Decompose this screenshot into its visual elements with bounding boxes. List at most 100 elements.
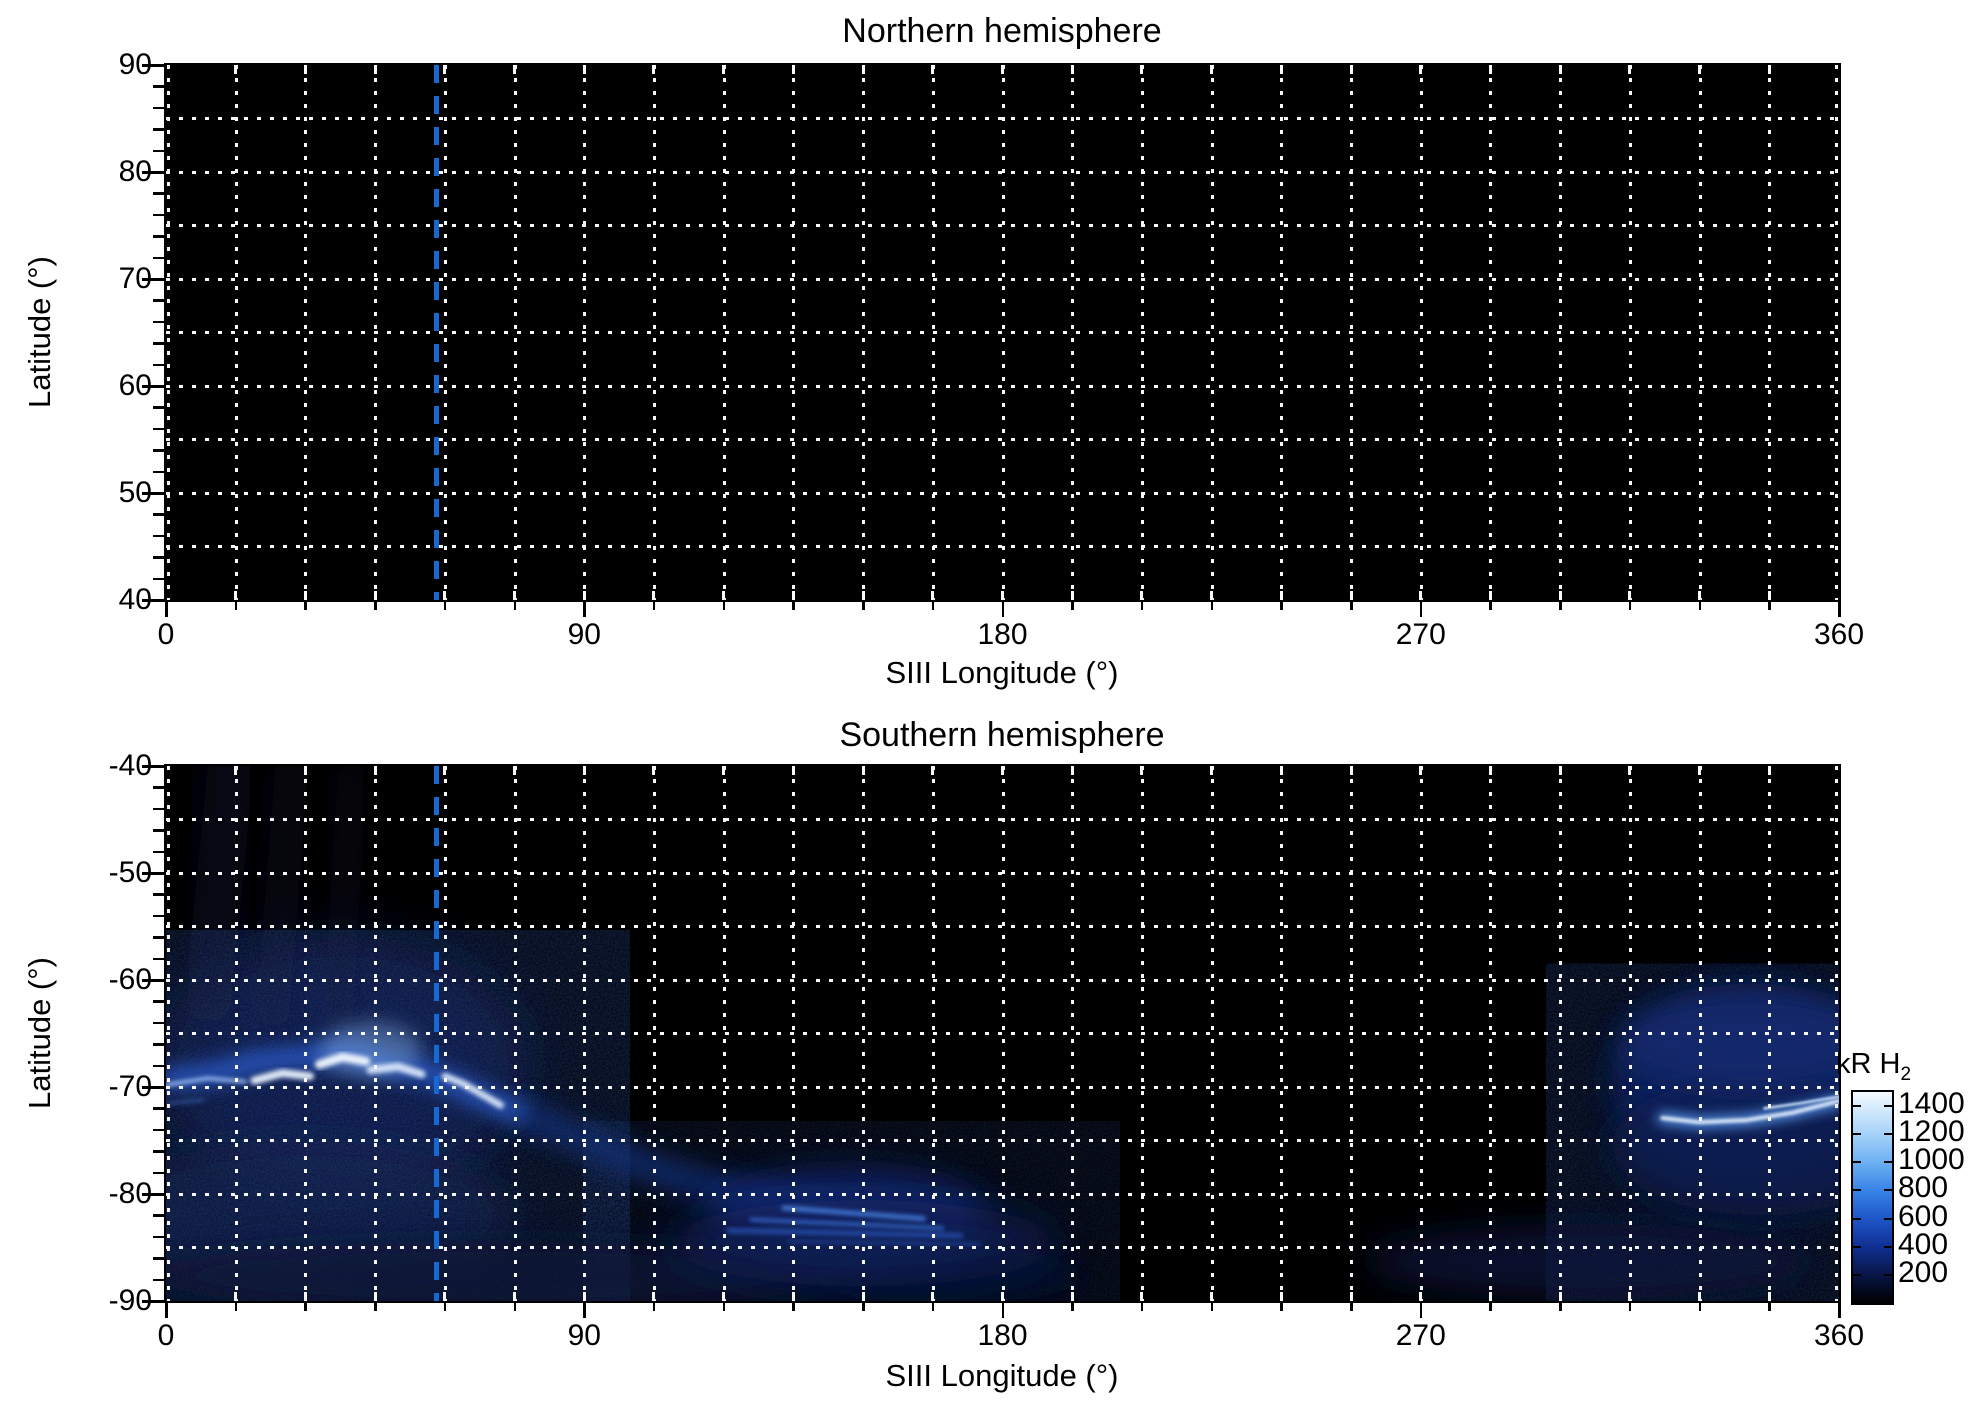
- axis-tick-x: [1001, 1303, 1004, 1318]
- colorbar-tick: [1884, 1161, 1892, 1164]
- inward-tick: [791, 1292, 795, 1301]
- axis-tick-x: [862, 1303, 865, 1311]
- inward-tick: [1279, 591, 1283, 600]
- colorbar-tick: [1853, 1273, 1861, 1276]
- axis-tick-y: [153, 893, 164, 896]
- y-tick-label: -90: [108, 1284, 152, 1317]
- inward-tick: [1140, 1292, 1144, 1301]
- inward-tick: [1698, 591, 1702, 600]
- colorbar-tick: [1884, 1133, 1892, 1136]
- inward-tick: [861, 65, 865, 74]
- y-tick-label: -40: [108, 749, 152, 782]
- inward-tick: [1698, 766, 1702, 775]
- south-panel-title: Southern hemisphere: [839, 716, 1165, 754]
- axis-tick-y: [153, 363, 164, 367]
- colorbar-tick-label: 400: [1898, 1227, 1949, 1261]
- axis-tick-y: [153, 1000, 164, 1003]
- colorbar-title-subscript: 2: [1900, 1063, 1912, 1085]
- inward-tick: [1001, 766, 1004, 775]
- axis-tick-x: [931, 1303, 935, 1311]
- aurora-feature-stroke: [1660, 1098, 1839, 1125]
- colorbar-tick-label: 1000: [1898, 1143, 1965, 1177]
- y-tick-label: -60: [108, 963, 152, 996]
- inward-tick: [1628, 766, 1632, 775]
- axis-tick-y: [142, 872, 164, 875]
- axis-tick-x: [1350, 1303, 1353, 1311]
- gridline-horizontal: [166, 1246, 1839, 1249]
- axis-tick-x: [652, 1303, 656, 1311]
- inward-tick: [1140, 766, 1144, 775]
- inward-tick: [1419, 65, 1423, 74]
- axis-tick-y: [153, 449, 164, 452]
- axis-tick-y: [142, 278, 164, 281]
- inward-tick: [443, 65, 447, 74]
- x-tick-label: 180: [977, 618, 1028, 651]
- inward-tick: [582, 766, 586, 775]
- colorbar-tick-label: 1200: [1898, 1115, 1965, 1149]
- axis-tick-x: [374, 1303, 377, 1311]
- inward-tick: [722, 1292, 726, 1301]
- y-tick-label: 50: [118, 476, 152, 509]
- south-x-axis-title: SIII Longitude (°): [885, 1358, 1119, 1393]
- inward-tick: [234, 65, 238, 74]
- axis-tick-x: [304, 1303, 307, 1311]
- colorbar-tick: [1853, 1217, 1861, 1220]
- inward-tick: [1558, 766, 1562, 775]
- gridline-horizontal: [166, 1192, 1839, 1196]
- inward-tick: [1488, 65, 1492, 74]
- axis-tick-x: [1071, 602, 1074, 610]
- y-tick-label: -50: [108, 856, 152, 889]
- south-y-axis-title: Latitude (°): [22, 957, 57, 1109]
- axis-tick-x: [304, 602, 307, 610]
- aurora-feature-stroke: [366, 1062, 426, 1079]
- axis-tick-x: [792, 1303, 795, 1311]
- axis-tick-x: [583, 602, 586, 617]
- y-tick-label: 90: [118, 48, 152, 81]
- inward-tick: [1349, 766, 1353, 775]
- axis-tick-x: [1140, 602, 1144, 610]
- aurora-feature-stroke: [781, 1205, 926, 1222]
- inward-tick: [1419, 766, 1423, 775]
- axis-tick-y: [153, 1021, 164, 1025]
- x-tick-label: 0: [157, 618, 175, 651]
- colorbar-tick: [1884, 1245, 1892, 1248]
- inward-tick: [652, 65, 656, 74]
- axis-tick-y: [142, 765, 164, 768]
- gridline-horizontal: [166, 170, 1839, 174]
- axis-tick-y: [142, 979, 164, 982]
- aurora-feature-blob: [1620, 993, 1839, 1091]
- colorbar-tick: [1884, 1217, 1892, 1220]
- gridline-horizontal: [166, 871, 1839, 875]
- axis-tick-y: [153, 85, 164, 88]
- inward-tick: [1698, 65, 1702, 74]
- aurora-feature-stroke: [1763, 1095, 1839, 1110]
- gridline-horizontal: [166, 384, 1839, 388]
- y-tick-label: -80: [108, 1177, 152, 1210]
- axis-tick-x: [1768, 1303, 1771, 1311]
- inward-tick: [1628, 591, 1632, 600]
- axis-tick-x: [1001, 602, 1004, 617]
- inward-tick: [931, 591, 935, 600]
- axis-tick-y: [153, 577, 164, 581]
- gridline-horizontal: [166, 491, 1839, 495]
- inward-tick: [1070, 1292, 1074, 1301]
- colorbar-tick-label: 200: [1898, 1255, 1949, 1289]
- axis-tick-x: [1280, 602, 1283, 610]
- inward-tick: [373, 65, 377, 74]
- inward-tick: [513, 65, 517, 74]
- axis-tick-y: [153, 1235, 164, 1239]
- axis-tick-y: [153, 1043, 164, 1046]
- axis-tick-y: [142, 1300, 164, 1303]
- axis-tick-y: [153, 106, 164, 110]
- inward-tick: [1558, 591, 1562, 600]
- inward-tick: [652, 591, 656, 600]
- axis-tick-x: [862, 602, 865, 610]
- aurora-feature-stroke: [786, 1239, 982, 1247]
- inward-tick: [1628, 1292, 1632, 1301]
- axis-tick-y: [142, 1193, 164, 1196]
- aurora-feature-stroke: [441, 1072, 505, 1109]
- axis-tick-x: [513, 1303, 517, 1311]
- inward-tick: [1419, 1292, 1423, 1301]
- inward-tick: [1279, 766, 1283, 775]
